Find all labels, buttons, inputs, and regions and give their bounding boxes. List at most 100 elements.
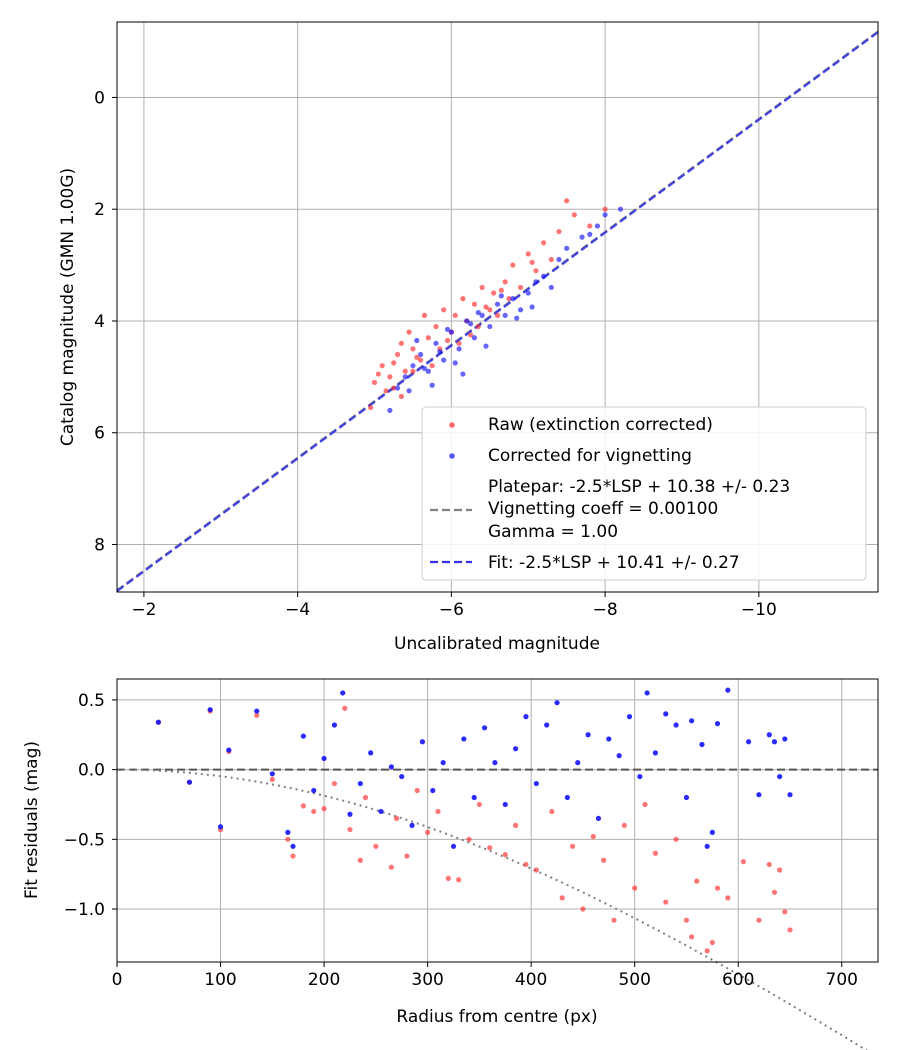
raw-residual-point <box>254 712 260 718</box>
top-plot-frame <box>116 21 879 593</box>
raw-residual-point <box>740 859 747 865</box>
corrected-residual-point <box>673 722 679 728</box>
corrected-residual-point <box>331 722 338 728</box>
raw-point <box>506 296 512 302</box>
top-legend: Raw (extinction corrected) Corrected for… <box>421 406 867 581</box>
corrected-point <box>444 326 451 332</box>
raw-point <box>498 287 504 293</box>
corrected-residual-point <box>704 843 710 849</box>
top-fit-lines <box>116 30 879 593</box>
raw-point <box>525 251 531 257</box>
corrected-point <box>425 368 431 374</box>
top-x-tick-label: −6 <box>439 600 464 620</box>
corrected-point <box>410 363 416 369</box>
raw-residual-point <box>285 836 291 842</box>
top-x-tick-label: −2 <box>131 600 156 620</box>
raw-residual-point <box>513 822 519 828</box>
raw-residual-point <box>290 853 296 859</box>
raw-residual-point <box>787 927 793 933</box>
bottom-x-tick-label: 0 <box>112 970 123 990</box>
corrected-point <box>548 284 554 291</box>
raw-point <box>402 368 408 374</box>
raw-residual-point <box>621 822 627 828</box>
corrected-residual-point <box>269 771 275 777</box>
corrected-point <box>483 343 489 349</box>
bottom-x-tick-label: 300 <box>411 970 443 990</box>
corrected-residual-point <box>217 824 224 830</box>
corrected-point <box>429 382 435 388</box>
corrected-residual-point <box>368 750 374 756</box>
raw-point <box>479 284 485 291</box>
corrected-point <box>479 312 485 318</box>
raw-point <box>410 346 416 352</box>
corrected-residual-point <box>771 739 778 745</box>
raw-point <box>398 340 405 346</box>
raw-point <box>460 296 466 302</box>
corrected-residual-point <box>471 794 477 801</box>
corrected-residual-point <box>461 736 467 742</box>
raw-residual-point <box>632 885 638 891</box>
raw-point <box>410 368 416 374</box>
corrected-residual-point <box>616 753 622 759</box>
corrected-point <box>517 307 524 313</box>
corrected-residual-point <box>782 736 788 742</box>
corrected-point <box>406 388 412 394</box>
top-y-tick-label: 2 <box>94 200 105 220</box>
raw-residual-point <box>533 867 539 873</box>
corrected-residual-point <box>523 714 529 720</box>
raw-point <box>406 329 412 335</box>
corrected-residual-point <box>683 794 690 801</box>
bottom-x-tick-label: 500 <box>618 970 650 990</box>
raw-point <box>471 301 478 307</box>
raw-point <box>491 290 497 296</box>
corrected-point <box>402 374 408 380</box>
raw-point <box>379 363 385 369</box>
legend-raw-label: Raw (extinction corrected) <box>488 415 713 435</box>
raw-residual-point <box>269 776 275 782</box>
raw-residual-point <box>673 836 679 842</box>
raw-residual-point <box>414 787 420 794</box>
corrected-residual-point <box>637 773 643 780</box>
corrected-point <box>464 318 470 324</box>
corrected-point <box>471 335 478 341</box>
bottom-scatter-points <box>155 687 793 954</box>
corrected-point <box>487 323 493 330</box>
raw-residual-point <box>388 864 394 870</box>
corrected-point <box>529 304 535 310</box>
raw-point <box>533 268 539 274</box>
raw-point <box>414 354 420 360</box>
raw-point <box>391 385 397 391</box>
corrected-point <box>456 346 462 352</box>
corrected-point <box>437 349 443 355</box>
corrected-residual-point <box>777 773 783 780</box>
corrected-residual-point <box>626 714 633 720</box>
corrected-residual-point <box>585 732 591 738</box>
bottom-x-tick-label: 600 <box>722 970 754 990</box>
bottom-reference-lines <box>117 768 878 1050</box>
corrected-point <box>541 273 547 279</box>
corrected-residual-point <box>533 780 539 787</box>
top-chart: −2 −4 −6 −8 −10 0 2 4 6 8 Uncalibrated magnitude… <box>58 21 879 654</box>
raw-point <box>429 363 435 369</box>
legend-raw-marker <box>449 422 455 428</box>
corrected-residual-point <box>207 707 213 713</box>
corrected-residual-point <box>714 721 721 727</box>
corrected-residual-point <box>689 718 695 724</box>
raw-point <box>502 279 508 285</box>
raw-point <box>441 307 447 313</box>
corrected-point <box>579 234 585 240</box>
corrected-residual-point <box>378 808 384 815</box>
corrected-residual-point <box>311 787 317 794</box>
bottom-y-axis-label: Fit residuals (mag) <box>22 741 42 899</box>
raw-residual-point <box>456 877 462 883</box>
raw-point <box>541 240 547 246</box>
corrected-residual-point <box>399 773 405 780</box>
top-fit-line <box>116 31 879 593</box>
raw-residual-point <box>709 939 715 946</box>
raw-residual-point <box>704 948 710 954</box>
raw-point <box>571 212 577 218</box>
corrected-residual-point <box>285 829 291 835</box>
raw-point <box>391 360 397 366</box>
corrected-point <box>433 340 439 346</box>
raw-residual-point <box>487 845 493 851</box>
